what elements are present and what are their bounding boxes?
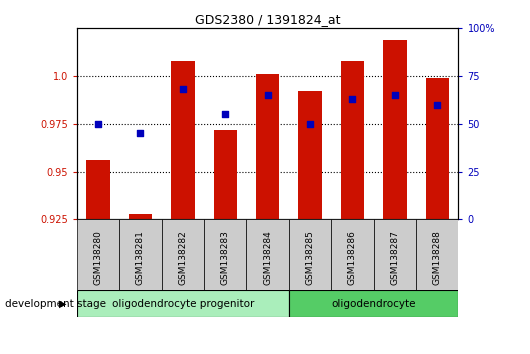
Point [136,131,145,136]
Bar [77,219,119,290]
Bar [298,91,322,219]
Bar [383,40,407,219]
Point [348,96,357,102]
Bar [86,160,110,219]
Bar [162,219,204,290]
Text: GSM138288: GSM138288 [433,230,441,285]
Bar [77,290,289,317]
Bar [129,214,152,219]
Bar [289,219,331,290]
Bar [426,78,449,219]
Bar [214,130,237,219]
Text: ▶: ▶ [59,298,66,309]
Text: development stage: development stage [5,298,107,309]
Text: GSM138283: GSM138283 [221,230,229,285]
Bar [119,219,162,290]
Text: oligodendrocyte progenitor: oligodendrocyte progenitor [112,298,254,309]
Bar [416,219,458,290]
Text: GSM138281: GSM138281 [136,230,145,285]
Text: GSM138280: GSM138280 [94,230,102,285]
Bar [246,219,289,290]
Text: GSM138286: GSM138286 [348,230,357,285]
Point [263,92,272,98]
Bar [171,61,195,219]
Text: GSM138287: GSM138287 [391,230,399,285]
Bar [341,61,364,219]
Text: GSM138284: GSM138284 [263,230,272,285]
Bar [204,219,246,290]
Bar [374,219,416,290]
Text: GSM138285: GSM138285 [306,230,314,285]
Title: GDS2380 / 1391824_at: GDS2380 / 1391824_at [195,13,340,26]
Point [433,102,441,108]
Point [179,87,187,92]
Text: oligodendrocyte: oligodendrocyte [331,298,416,309]
Point [94,121,102,127]
Point [221,112,229,117]
Bar [331,219,374,290]
Text: GSM138282: GSM138282 [179,230,187,285]
Bar [256,74,279,219]
Point [391,92,399,98]
Bar [289,290,458,317]
Point [306,121,314,127]
